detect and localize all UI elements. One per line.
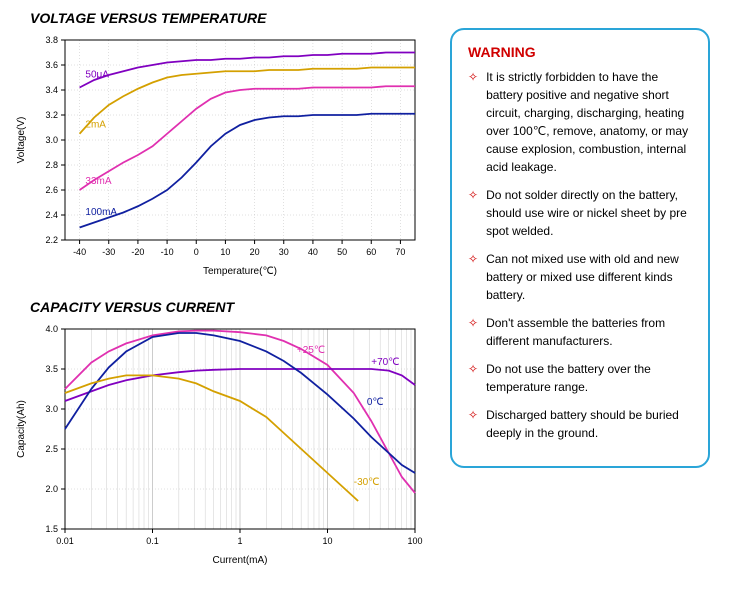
warning-item: ✧ Do not solder directly on the battery, …: [468, 186, 692, 240]
chart2-title: CAPACITY VERSUS CURRENT: [30, 299, 430, 315]
warning-item: ✧ Can not mixed use with old and new batt…: [468, 250, 692, 304]
svg-text:Capacity(Ah): Capacity(Ah): [16, 400, 27, 458]
warning-text: Do not use the battery over the temperat…: [486, 360, 692, 396]
svg-text:100: 100: [407, 536, 422, 546]
svg-text:-10: -10: [161, 247, 174, 257]
svg-text:0℃: 0℃: [367, 397, 384, 408]
svg-text:70: 70: [395, 247, 405, 257]
warning-title: WARNING: [468, 44, 692, 60]
warning-text: Don't assemble the batteries from differ…: [486, 314, 692, 350]
svg-text:33mA: 33mA: [85, 176, 111, 187]
diamond-icon: ✧: [468, 360, 478, 378]
svg-text:0.1: 0.1: [146, 536, 159, 546]
svg-text:50μA: 50μA: [85, 70, 109, 81]
svg-text:3.8: 3.8: [45, 35, 58, 45]
svg-text:4.0: 4.0: [45, 324, 58, 334]
svg-text:0: 0: [194, 247, 199, 257]
svg-text:+70℃: +70℃: [371, 357, 399, 368]
svg-text:Temperature(℃): Temperature(℃): [203, 266, 277, 277]
svg-text:3.0: 3.0: [45, 135, 58, 145]
warning-box: WARNING ✧ It is strictly forbidden to hav…: [450, 28, 710, 468]
svg-text:1: 1: [237, 536, 242, 546]
svg-text:Current(mA): Current(mA): [212, 555, 267, 566]
svg-text:+25℃: +25℃: [297, 345, 325, 356]
svg-text:2.4: 2.4: [45, 210, 58, 220]
warning-item: ✧ Do not use the battery over the tempera…: [468, 360, 692, 396]
svg-text:Voltage(V): Voltage(V): [16, 117, 27, 164]
svg-text:2.2: 2.2: [45, 235, 58, 245]
svg-text:3.2: 3.2: [45, 110, 58, 120]
diamond-icon: ✧: [468, 186, 478, 204]
svg-text:2.0: 2.0: [45, 484, 58, 494]
chart1-title: VOLTAGE VERSUS TEMPERATURE: [30, 10, 430, 26]
svg-text:2mA: 2mA: [85, 120, 106, 131]
warning-item: ✧ It is strictly forbidden to have the ba…: [468, 68, 692, 176]
diamond-icon: ✧: [468, 406, 478, 424]
warning-item: ✧ Discharged battery should be buried dee…: [468, 406, 692, 442]
svg-text:60: 60: [366, 247, 376, 257]
svg-text:50: 50: [337, 247, 347, 257]
warning-item: ✧ Don't assemble the batteries from diffe…: [468, 314, 692, 350]
diamond-icon: ✧: [468, 68, 478, 86]
svg-text:2.8: 2.8: [45, 160, 58, 170]
svg-text:20: 20: [250, 247, 260, 257]
warning-text: It is strictly forbidden to have the bat…: [486, 68, 692, 176]
warning-text: Do not solder directly on the battery, s…: [486, 186, 692, 240]
warning-text: Can not mixed use with old and new batte…: [486, 250, 692, 304]
svg-text:30: 30: [279, 247, 289, 257]
svg-text:3.0: 3.0: [45, 404, 58, 414]
svg-text:1.5: 1.5: [45, 524, 58, 534]
svg-text:2.5: 2.5: [45, 444, 58, 454]
svg-text:40: 40: [308, 247, 318, 257]
svg-text:2.6: 2.6: [45, 185, 58, 195]
chart1: -40 -30 -20 -10 0 10 20 30 40 50 60 70 2.2 2.4 2.6 2.8 3…: [10, 30, 430, 285]
chart2: 1.5 2.0 2.5 3.0 3.5 4.0 0.01 0.1 1 10 100 +25℃ +70℃ 0…: [10, 319, 430, 574]
diamond-icon: ✧: [468, 314, 478, 332]
svg-text:10: 10: [322, 536, 332, 546]
svg-text:-20: -20: [131, 247, 144, 257]
svg-text:3.4: 3.4: [45, 85, 58, 95]
svg-text:-30: -30: [102, 247, 115, 257]
diamond-icon: ✧: [468, 250, 478, 268]
svg-text:0.01: 0.01: [56, 536, 74, 546]
svg-text:-30℃: -30℃: [354, 477, 380, 488]
svg-text:-40: -40: [73, 247, 86, 257]
svg-text:10: 10: [220, 247, 230, 257]
svg-text:100mA: 100mA: [85, 207, 117, 218]
svg-text:3.5: 3.5: [45, 364, 58, 374]
warning-text: Discharged battery should be buried deep…: [486, 406, 692, 442]
svg-text:3.6: 3.6: [45, 60, 58, 70]
